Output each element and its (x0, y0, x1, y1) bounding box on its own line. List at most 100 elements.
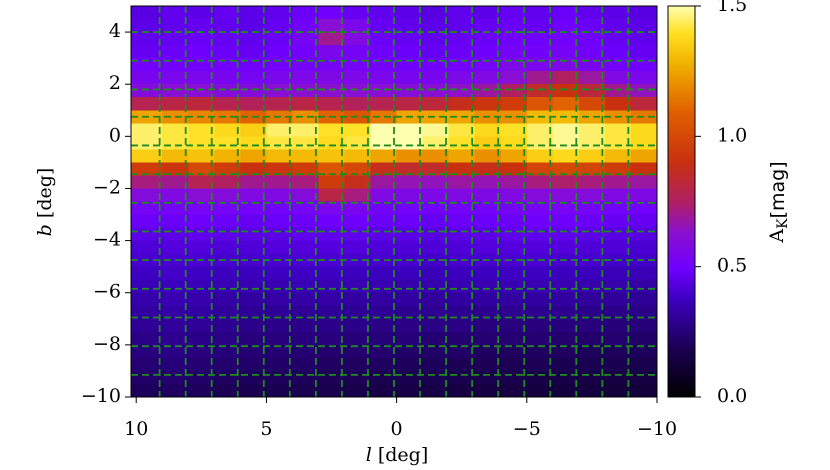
heatmap-cell (448, 214, 476, 229)
heatmap-cell (214, 110, 241, 124)
heatmap-cell (422, 292, 450, 307)
heatmap-cell (422, 45, 450, 59)
heatmap-cell (552, 136, 580, 150)
heatmap-cell (500, 149, 528, 163)
heatmap-cell (131, 175, 163, 190)
heatmap-cell (448, 71, 476, 85)
heatmap-cell (370, 253, 398, 268)
heatmap-cell (214, 45, 241, 59)
heatmap-cell (131, 318, 163, 333)
heatmap-cell (578, 292, 606, 307)
heatmap-cell (500, 97, 528, 111)
heatmap-cell (422, 84, 450, 98)
heatmap-cell (448, 279, 476, 294)
heatmap-cell (578, 201, 606, 216)
heatmap-cell (188, 45, 215, 59)
heatmap-cell (131, 97, 163, 111)
heatmap-cell (396, 279, 424, 294)
heatmap-cell (396, 6, 424, 20)
heatmap-cell (578, 214, 606, 229)
heatmap-cell (131, 162, 163, 177)
heatmap-cell (422, 123, 450, 137)
heatmap-cell (552, 175, 580, 190)
heatmap-cell (500, 71, 528, 85)
heatmap-cell (552, 201, 580, 216)
heatmap-cell (500, 19, 528, 33)
heatmap-cell (578, 45, 606, 59)
heatmap-cell (604, 214, 632, 229)
heatmap-cell (266, 318, 294, 333)
heatmap-cell (396, 19, 424, 33)
heatmap-cell (240, 97, 268, 111)
heatmap-cell (448, 162, 476, 177)
heatmap-cell (578, 175, 606, 190)
heatmap-cell (552, 149, 580, 163)
heatmap-cell (526, 71, 554, 85)
heatmap-cell (448, 266, 476, 281)
heatmap-cell (396, 123, 424, 137)
heatmap-cell (318, 214, 346, 229)
heatmap-cell (292, 136, 320, 150)
heatmap-cell (604, 45, 632, 59)
heatmap-cell (240, 292, 268, 307)
heatmap-cell (162, 279, 189, 294)
heatmap-cell (422, 240, 450, 255)
heatmap-cell (396, 45, 424, 59)
heatmap-cell (131, 227, 163, 242)
heatmap-cell (266, 240, 294, 255)
heatmap-cell (214, 123, 241, 137)
heatmap-cell (630, 292, 658, 307)
heatmap-cell (240, 318, 268, 333)
heatmap-cell (318, 123, 346, 137)
heatmap-cell (162, 136, 189, 150)
heatmap-cell (448, 175, 476, 190)
heatmap-cell (370, 162, 398, 177)
heatmap-cell (240, 175, 268, 190)
heatmap-cell (552, 32, 580, 46)
heatmap-cell (630, 188, 658, 203)
heatmap-cell (188, 19, 215, 33)
heatmap-cell (131, 6, 163, 20)
heatmap-cell (396, 175, 424, 190)
heatmap-cell (422, 71, 450, 85)
heatmap-cell (188, 162, 215, 177)
heatmap-cell (604, 279, 632, 294)
heatmap-cell (344, 175, 372, 190)
heatmap-cell (526, 344, 554, 359)
heatmap-cell (162, 123, 189, 137)
heatmap-cell (162, 97, 189, 111)
heatmap-cell (630, 266, 658, 281)
heatmap-cell (162, 149, 189, 163)
heatmap-cell (370, 357, 398, 372)
heatmap-cell (318, 19, 346, 33)
heatmap-cell (318, 149, 346, 163)
heatmap-cell (422, 175, 450, 190)
heatmap-cell (500, 292, 528, 307)
heatmap-cell (396, 188, 424, 203)
heatmap-cell (630, 240, 658, 255)
heatmap-cell (162, 19, 189, 33)
heatmap-cell (292, 123, 320, 137)
heatmap-cell (604, 58, 632, 72)
heatmap-cell (630, 149, 658, 163)
heatmap-cell (604, 357, 632, 372)
heatmap-cell (630, 227, 658, 242)
heatmap-cell (630, 357, 658, 372)
heatmap-cell (318, 45, 346, 59)
heatmap-cell (500, 305, 528, 320)
heatmap-cell (578, 71, 606, 85)
heatmap-cell (448, 97, 476, 111)
heatmap-cell (266, 188, 294, 203)
heatmap-cell (214, 331, 241, 346)
heatmap-cell (500, 110, 528, 124)
heatmap-cell (344, 71, 372, 85)
heatmap-cell (422, 357, 450, 372)
heatmap-cell (396, 266, 424, 281)
x-axis-unit: [deg] (378, 444, 428, 466)
heatmap-cell (344, 292, 372, 307)
heatmap-cell (526, 383, 554, 398)
heatmap-cell (448, 32, 476, 46)
heatmap-cell (292, 305, 320, 320)
axes: 10 5 0 −5 −10 4 2 0 −2 −4 −6 −8 −10 0.0 0.5 1.0 1.5 (81, 0, 747, 440)
